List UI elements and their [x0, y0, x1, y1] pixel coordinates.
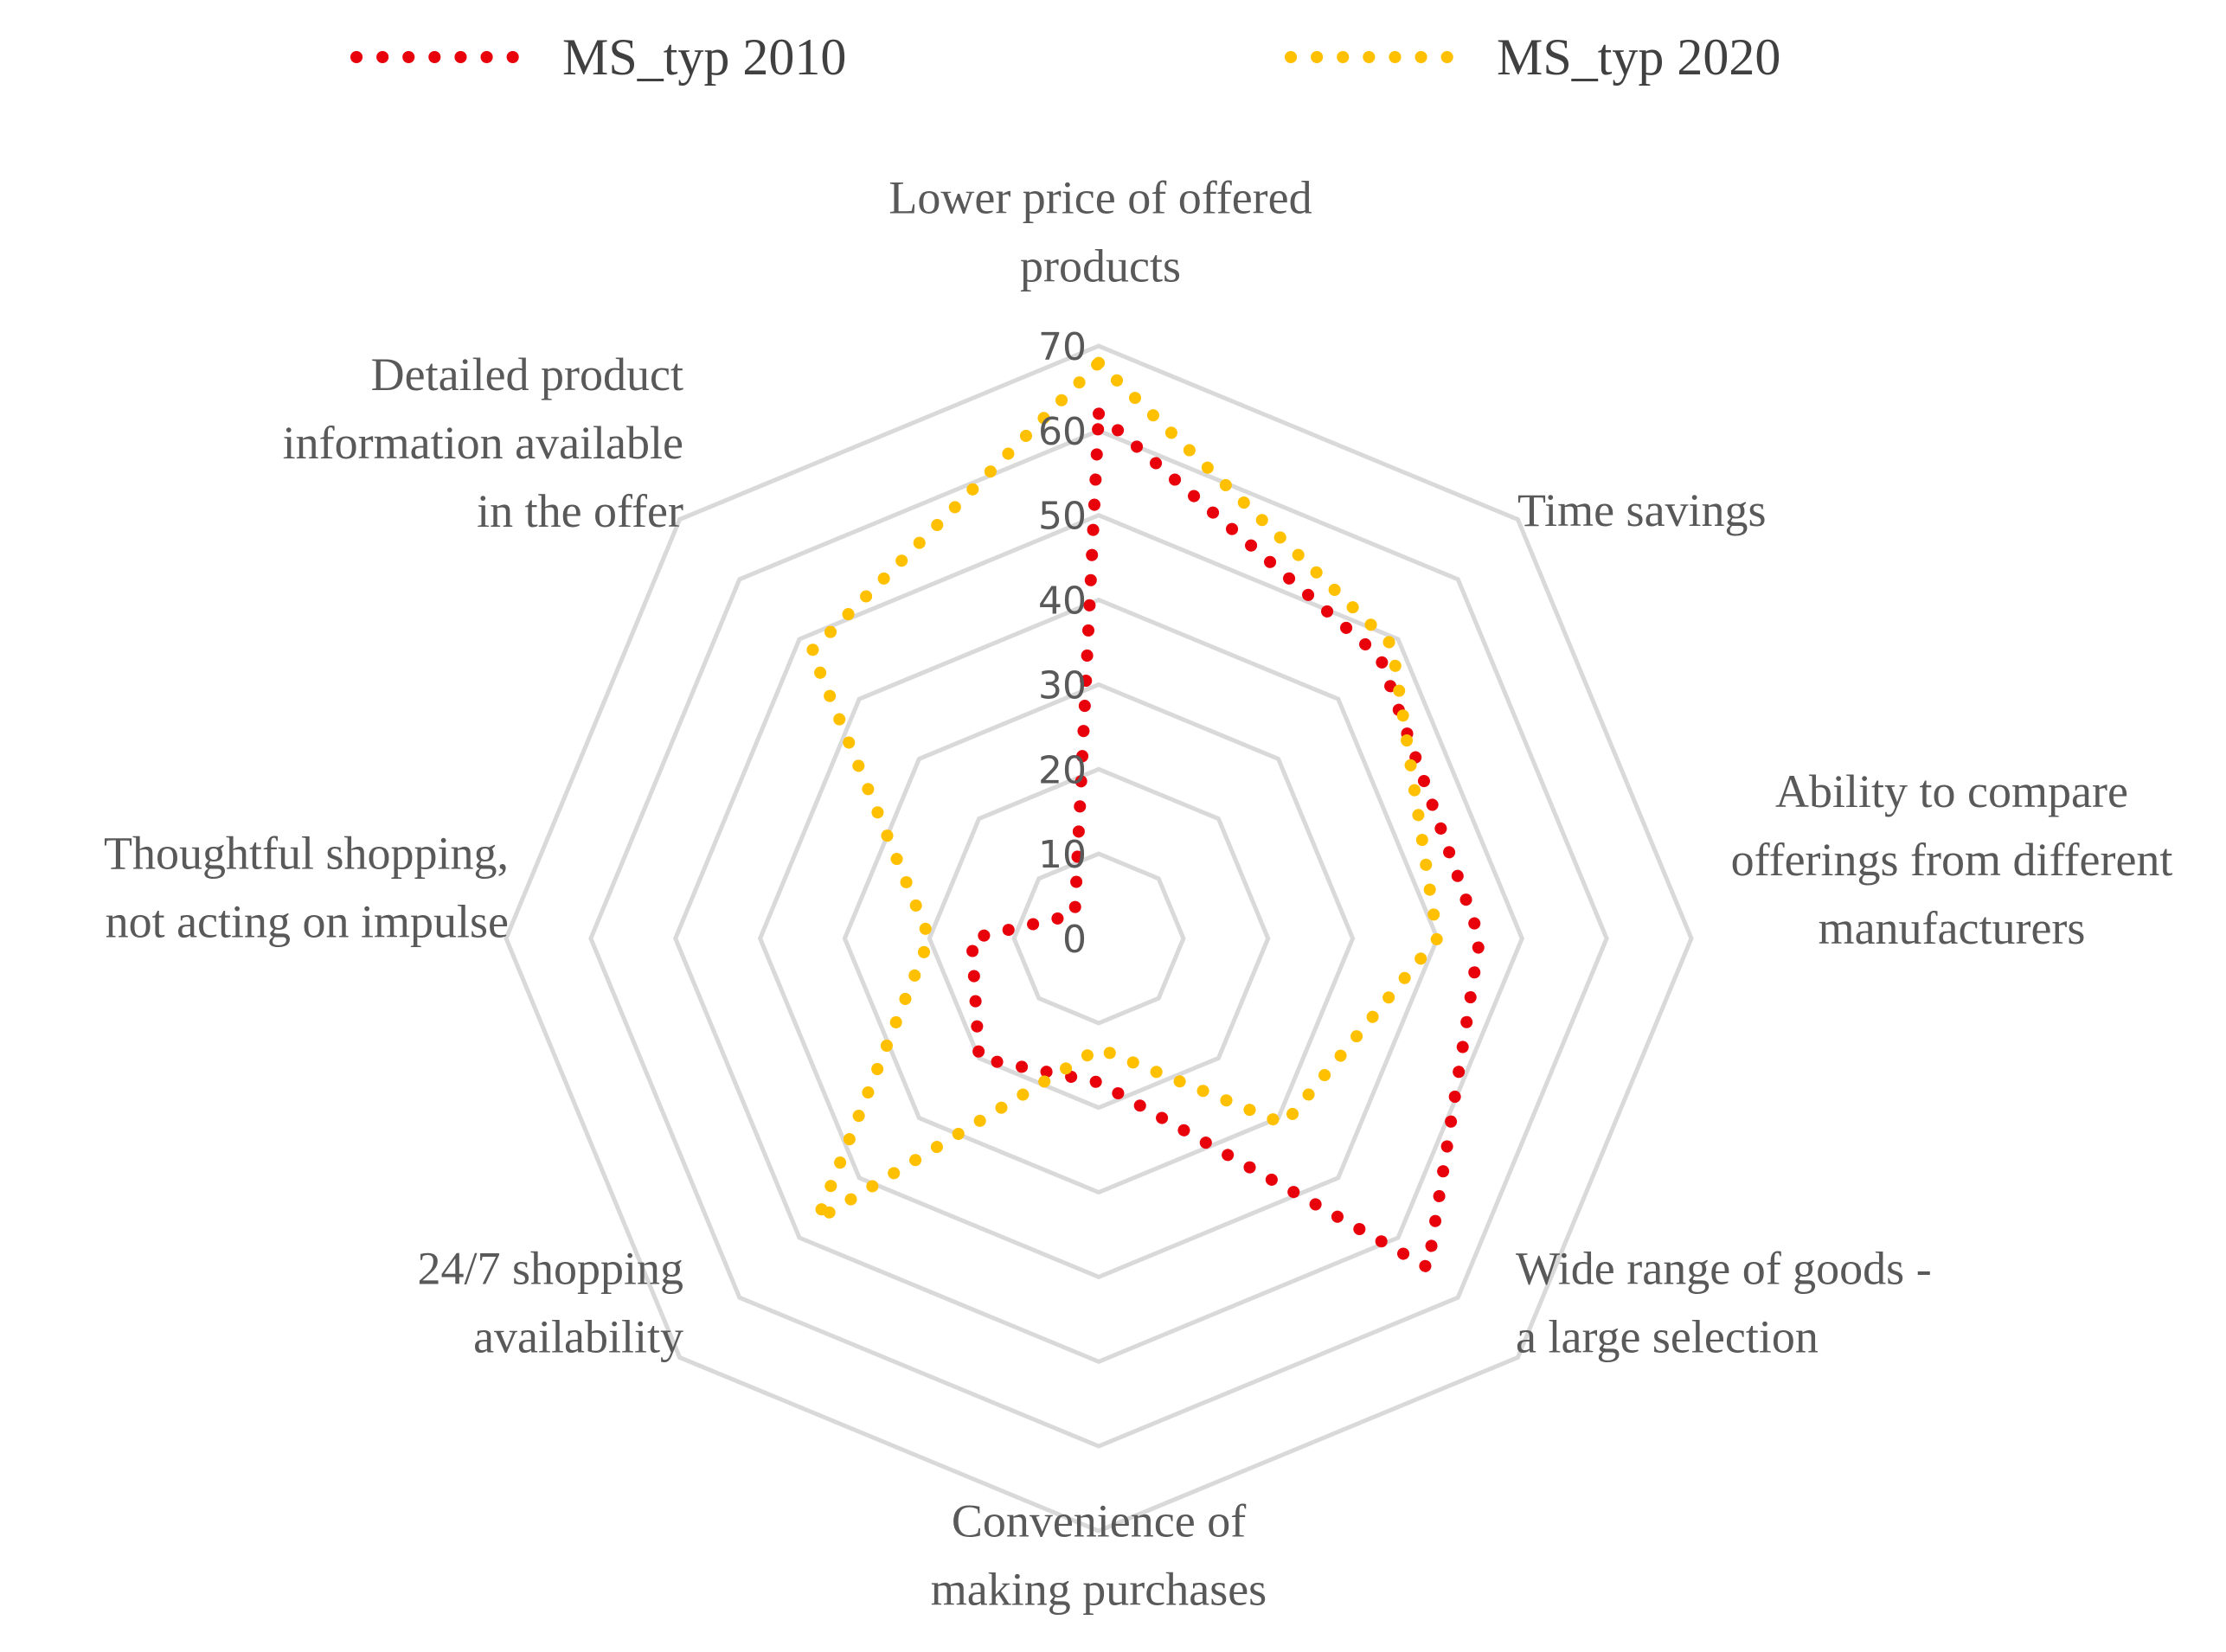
tick-label-70: 70 — [1038, 325, 1087, 369]
legend-item-0: MS_typ 2010 — [350, 29, 846, 86]
grid-ring-50 — [672, 512, 1525, 1365]
category-label-5: 24/7 shopping availability — [417, 1243, 683, 1363]
legend: MS_typ 2010 MS_typ 2020 — [350, 29, 1780, 86]
grid-ring-40 — [757, 597, 1440, 1280]
grid-layer — [504, 343, 1694, 1534]
tick-label-30: 30 — [1038, 663, 1087, 708]
category-label-line: availability — [473, 1311, 683, 1363]
series-line-1 — [804, 354, 1444, 1235]
category-label-line: a large selection — [1516, 1311, 1819, 1363]
category-label-0: Lower price of offered products — [888, 172, 1312, 292]
category-label-layer: Lower price of offered products Time savin… — [104, 172, 2172, 1616]
tick-label-50: 50 — [1038, 495, 1087, 539]
category-label-line: Convenience of — [952, 1495, 1246, 1547]
series-layer — [804, 354, 1486, 1277]
grid-ring-60 — [588, 428, 1609, 1449]
category-label-line: Detailed product — [371, 349, 683, 400]
category-label-line: in the offer — [477, 485, 683, 537]
grid-ring-10 — [1011, 851, 1186, 1026]
category-label-line: Time savings — [1517, 484, 1767, 536]
legend-label: MS_typ 2020 — [1497, 29, 1780, 86]
tick-label-20: 20 — [1038, 748, 1087, 792]
category-label-4: Convenience of making purchases — [931, 1495, 1267, 1616]
category-label-line: Lower price of offered — [888, 172, 1312, 224]
category-label-line: Wide range of goods - — [1516, 1243, 1932, 1295]
category-label-3: Wide range of goods - a large selection — [1516, 1243, 1932, 1363]
category-label-line: 24/7 shopping — [417, 1243, 683, 1295]
category-label-line: making purchases — [931, 1564, 1267, 1616]
category-label-line: manufacturers — [1819, 902, 2086, 954]
category-label-line: information available — [283, 417, 683, 469]
grid-ring-20 — [927, 766, 1271, 1111]
tick-label-60: 60 — [1038, 410, 1087, 454]
series-line-0 — [965, 400, 1486, 1277]
category-label-line: Thoughtful shopping, — [104, 828, 509, 880]
legend-item-1: MS_typ 2020 — [1285, 29, 1780, 86]
tick-label-0: 0 — [1062, 918, 1087, 962]
legend-label: MS_typ 2010 — [562, 29, 846, 86]
category-label-line: products — [1020, 240, 1181, 292]
grid-ring-70 — [504, 343, 1694, 1534]
grid-ring-30 — [842, 682, 1356, 1195]
category-label-2: Ability to compare offerings from differe… — [1731, 765, 2173, 954]
category-label-line: Ability to compare — [1775, 765, 2128, 817]
tick-layer: 0 10 20 30 40 50 60 70 — [1038, 325, 1087, 962]
category-label-line: not acting on impulse — [106, 896, 509, 948]
category-label-line: offerings from different — [1731, 834, 2173, 886]
category-label-6: Thoughtful shopping, not acting on impuls… — [104, 828, 509, 948]
category-label-1: Time savings — [1517, 484, 1767, 536]
category-label-7: Detailed product information available in … — [283, 349, 683, 537]
tick-label-40: 40 — [1038, 579, 1087, 624]
tick-label-10: 10 — [1038, 833, 1087, 877]
